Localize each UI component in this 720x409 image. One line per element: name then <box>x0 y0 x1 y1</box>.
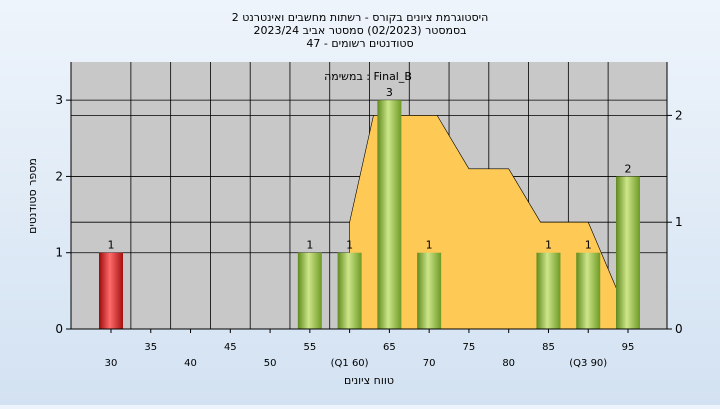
data-label-30: 1 <box>108 239 115 252</box>
x-axis-label: טווח ציונים <box>344 374 394 387</box>
chart-title-line-3: סטודנטים רשומים - 47 <box>306 37 413 50</box>
y2-tick-label: 2 <box>675 108 683 122</box>
x-tick-label: (Q1 60) <box>331 358 369 369</box>
x-tick-label: 65 <box>383 342 396 353</box>
y-tick-label: 2 <box>55 169 63 183</box>
x-tick-label: 50 <box>264 358 277 369</box>
y2-tick-label: 1 <box>675 215 683 229</box>
data-label-70: 1 <box>426 239 433 252</box>
chart-title-line-2: בסמסטר (02/2023) סמסטר אביב 2023/24 <box>253 24 466 37</box>
x-tick-label: 75 <box>463 342 476 353</box>
x-tick-label: (Q3 90) <box>569 358 607 369</box>
bar-55 <box>297 252 322 329</box>
y2-tick-label: 0 <box>675 322 683 336</box>
x-tick-label: 55 <box>303 342 316 353</box>
data-label-85: 1 <box>545 239 552 252</box>
x-tick-label: 80 <box>502 358 515 369</box>
data-label-95: 2 <box>625 162 632 175</box>
data-label-55: 1 <box>306 239 313 252</box>
x-tick-label: 40 <box>184 358 197 369</box>
y-tick-label: 3 <box>55 93 63 107</box>
bar-95 <box>616 176 640 329</box>
y-tick-label: 0 <box>55 322 63 336</box>
y-tick-label: 1 <box>55 246 63 260</box>
data-labels: 1 1 1 3 1 1 1 2 <box>108 86 632 252</box>
bar-60 <box>337 252 362 329</box>
y-axis-label: מספר סטודנטים <box>26 158 39 234</box>
bar-85 <box>536 252 561 329</box>
x-tick-label: 85 <box>542 342 555 353</box>
bar-65 <box>377 100 402 330</box>
x-tick-label: 30 <box>105 358 118 369</box>
bar-90 <box>576 252 601 329</box>
bar-30 <box>99 252 123 329</box>
chart-title-line-1: היסטוגרמת ציונים בקורס - רשתות מחשבים וא… <box>232 11 489 24</box>
x-tick-label: 70 <box>423 358 436 369</box>
chart-subtitle: במשימה : Final_B <box>324 70 412 83</box>
chart-title: היסטוגרמת ציונים בקורס - רשתות מחשבים וא… <box>232 11 489 50</box>
bar-70 <box>417 252 442 329</box>
x-tick-label: 45 <box>224 342 237 353</box>
data-label-60: 1 <box>346 239 353 252</box>
data-label-65: 3 <box>386 86 393 99</box>
bars <box>99 100 640 330</box>
data-label-90: 1 <box>585 239 592 252</box>
x-tick-label: 95 <box>622 342 635 353</box>
x-tick-label: 35 <box>144 342 157 353</box>
